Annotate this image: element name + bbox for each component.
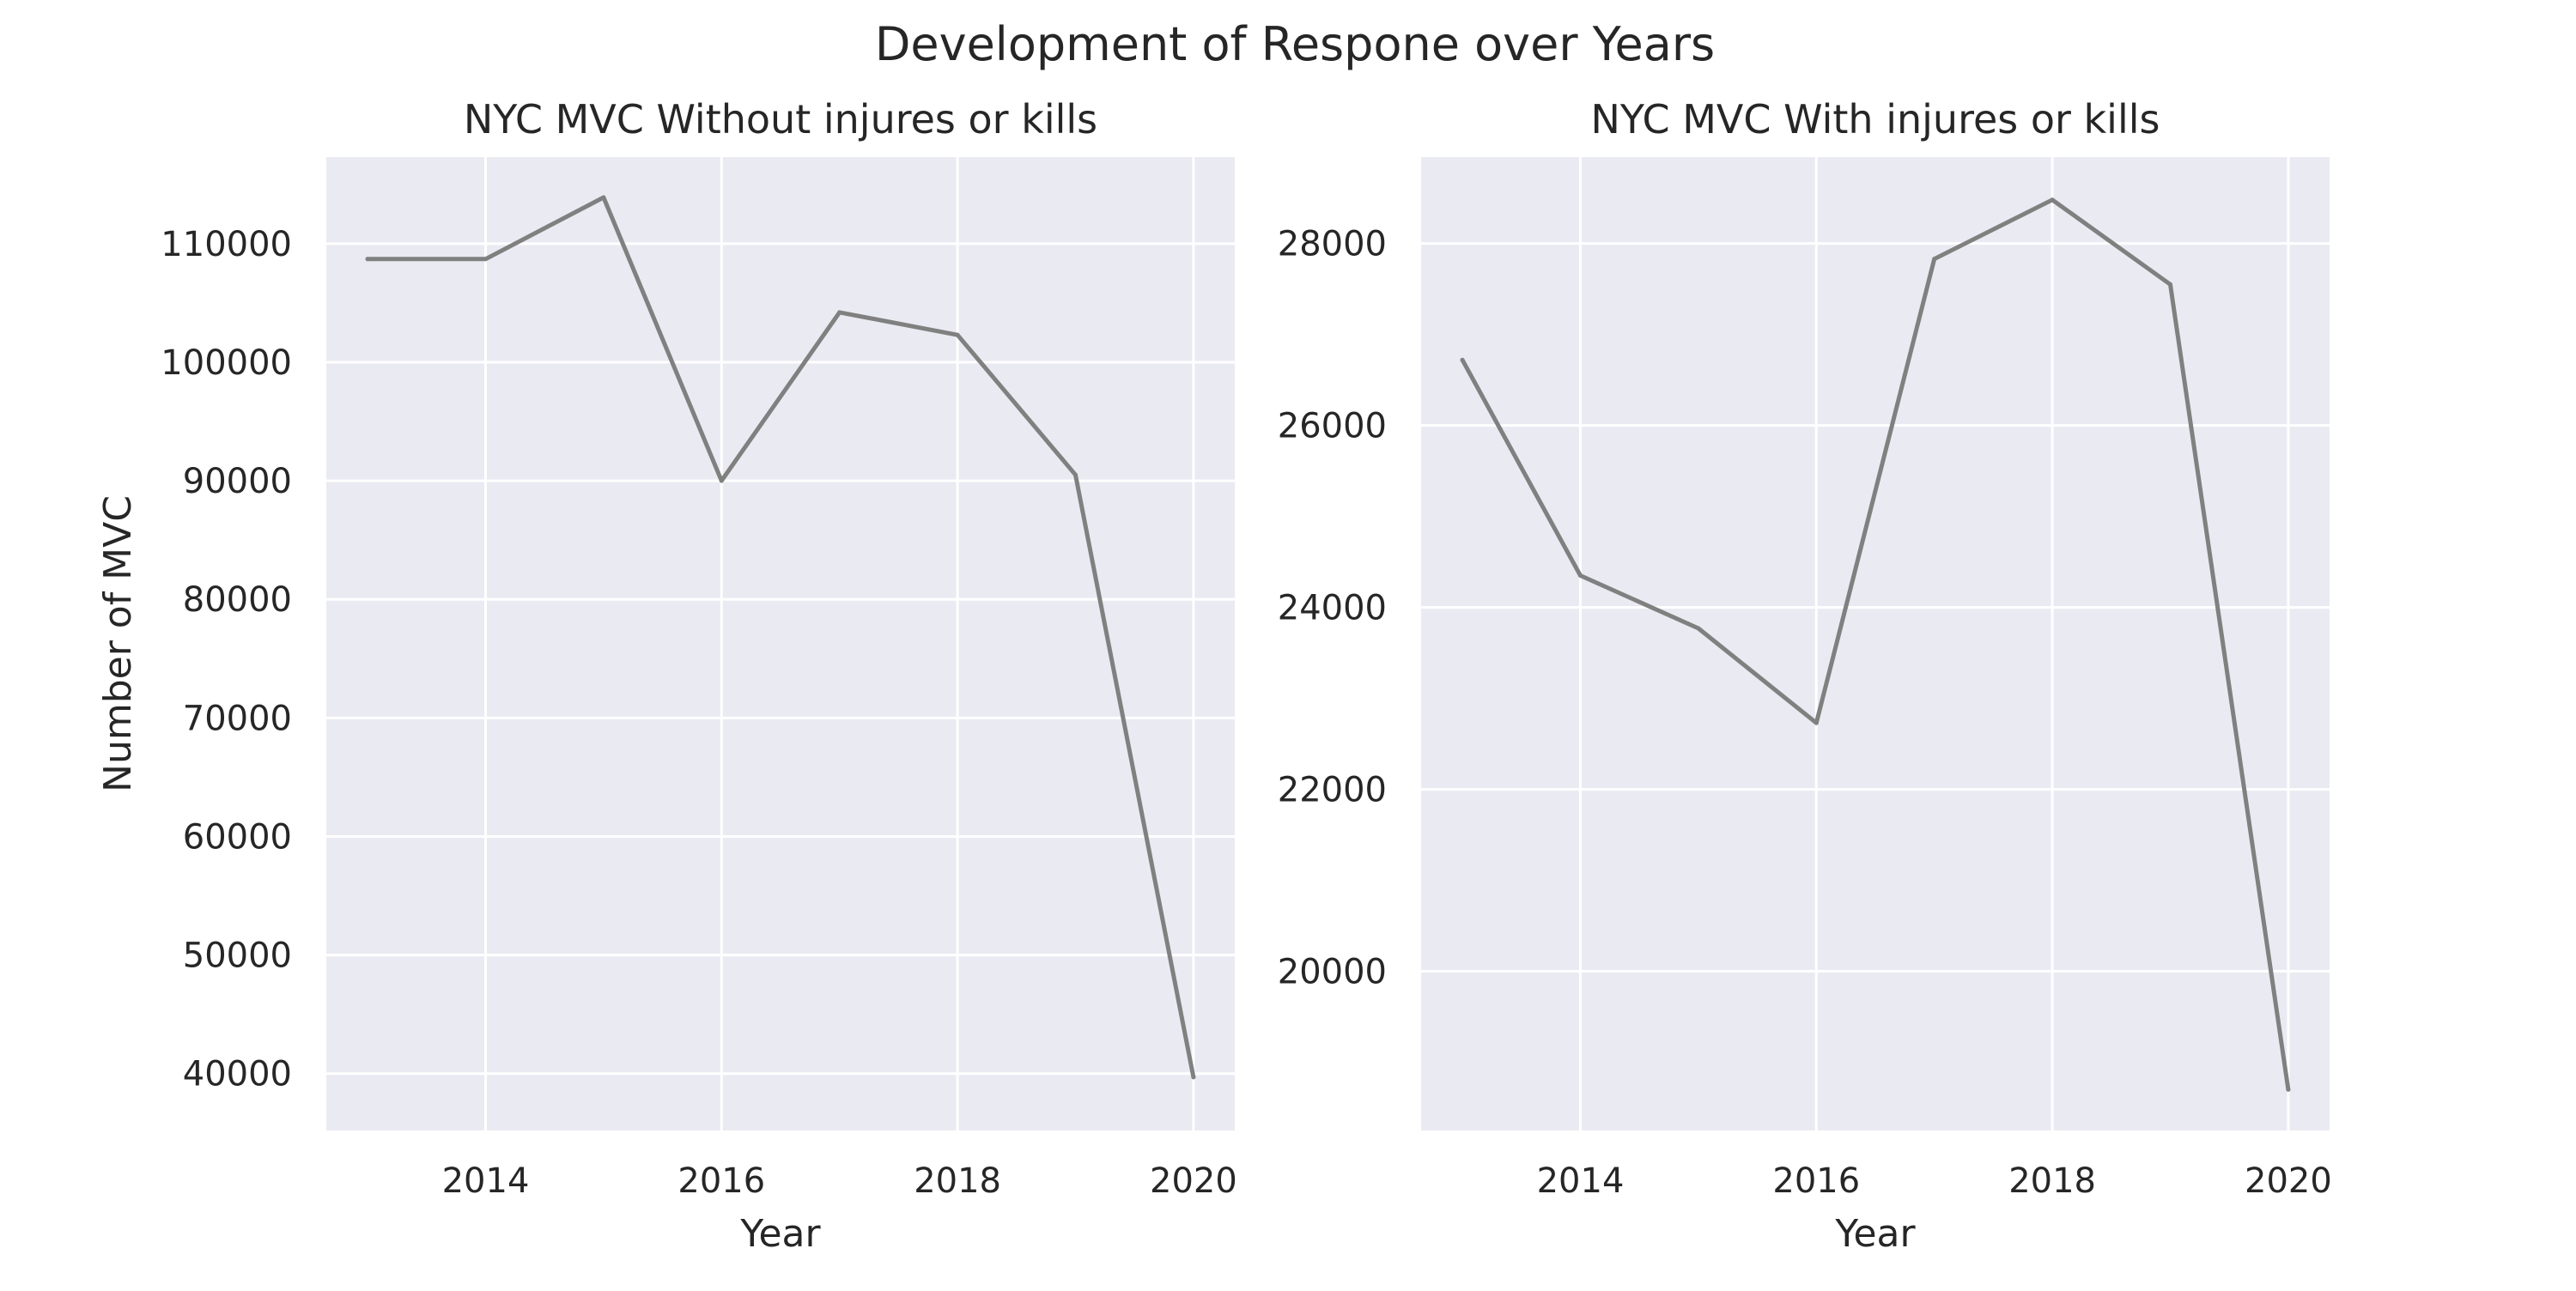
y-tick-label: 100000 (161, 343, 292, 383)
data-point (2050, 197, 2055, 202)
data-point (1191, 1075, 1195, 1079)
data-point (1578, 573, 1583, 578)
y-tick-label: 22000 (1278, 771, 1387, 810)
y-tick-label: 28000 (1278, 225, 1387, 264)
data-point (956, 333, 960, 337)
figure-suptitle: Development of Respone over Years (875, 17, 1715, 71)
subplot-with-injuries: 20000 22000 24000 26000 28000 2014 2016 2018 20… (1278, 96, 2332, 1256)
data-point (483, 257, 488, 261)
y-tick-label: 90000 (183, 462, 292, 501)
subplot-title: NYC MVC With injures or kills (1591, 96, 2160, 142)
x-tick-label: 2014 (1537, 1161, 1625, 1201)
y-tick-label: 40000 (183, 1055, 292, 1094)
plot-area (326, 157, 1235, 1130)
x-tick-label: 2018 (914, 1161, 1001, 1201)
data-point (2286, 1088, 2290, 1092)
data-point (601, 195, 605, 199)
plot-area (1421, 157, 2330, 1130)
data-point (366, 257, 370, 261)
data-point (1461, 358, 1465, 362)
x-tick-label: 2014 (442, 1161, 530, 1201)
data-point (1073, 473, 1078, 477)
data-point (1814, 721, 1819, 725)
y-tick-label: 70000 (183, 699, 292, 738)
x-axis-label: Year (739, 1212, 821, 1256)
y-tick-label: 50000 (183, 936, 292, 976)
y-tick-label: 80000 (183, 580, 292, 620)
y-axis-label: Number of MVC (96, 495, 140, 792)
subplot-title: NYC MVC Without injures or kills (464, 96, 1097, 142)
x-tick-label: 2016 (677, 1161, 765, 1201)
x-tick-label: 2020 (2245, 1161, 2332, 1201)
x-axis-label: Year (1834, 1212, 1916, 1256)
y-tick-label: 20000 (1278, 953, 1387, 992)
y-tick-label: 24000 (1278, 589, 1387, 628)
x-tick-label: 2018 (2008, 1161, 2096, 1201)
data-point (837, 310, 841, 314)
data-point (1696, 626, 1700, 630)
data-point (2168, 282, 2172, 287)
y-tick-label: 26000 (1278, 407, 1387, 446)
data-point (720, 479, 724, 483)
data-point (1932, 257, 1936, 261)
y-tick-label: 110000 (161, 225, 292, 264)
x-tick-label: 2020 (1150, 1161, 1237, 1201)
y-tick-label: 60000 (183, 817, 292, 857)
x-tick-label: 2016 (1772, 1161, 1860, 1201)
